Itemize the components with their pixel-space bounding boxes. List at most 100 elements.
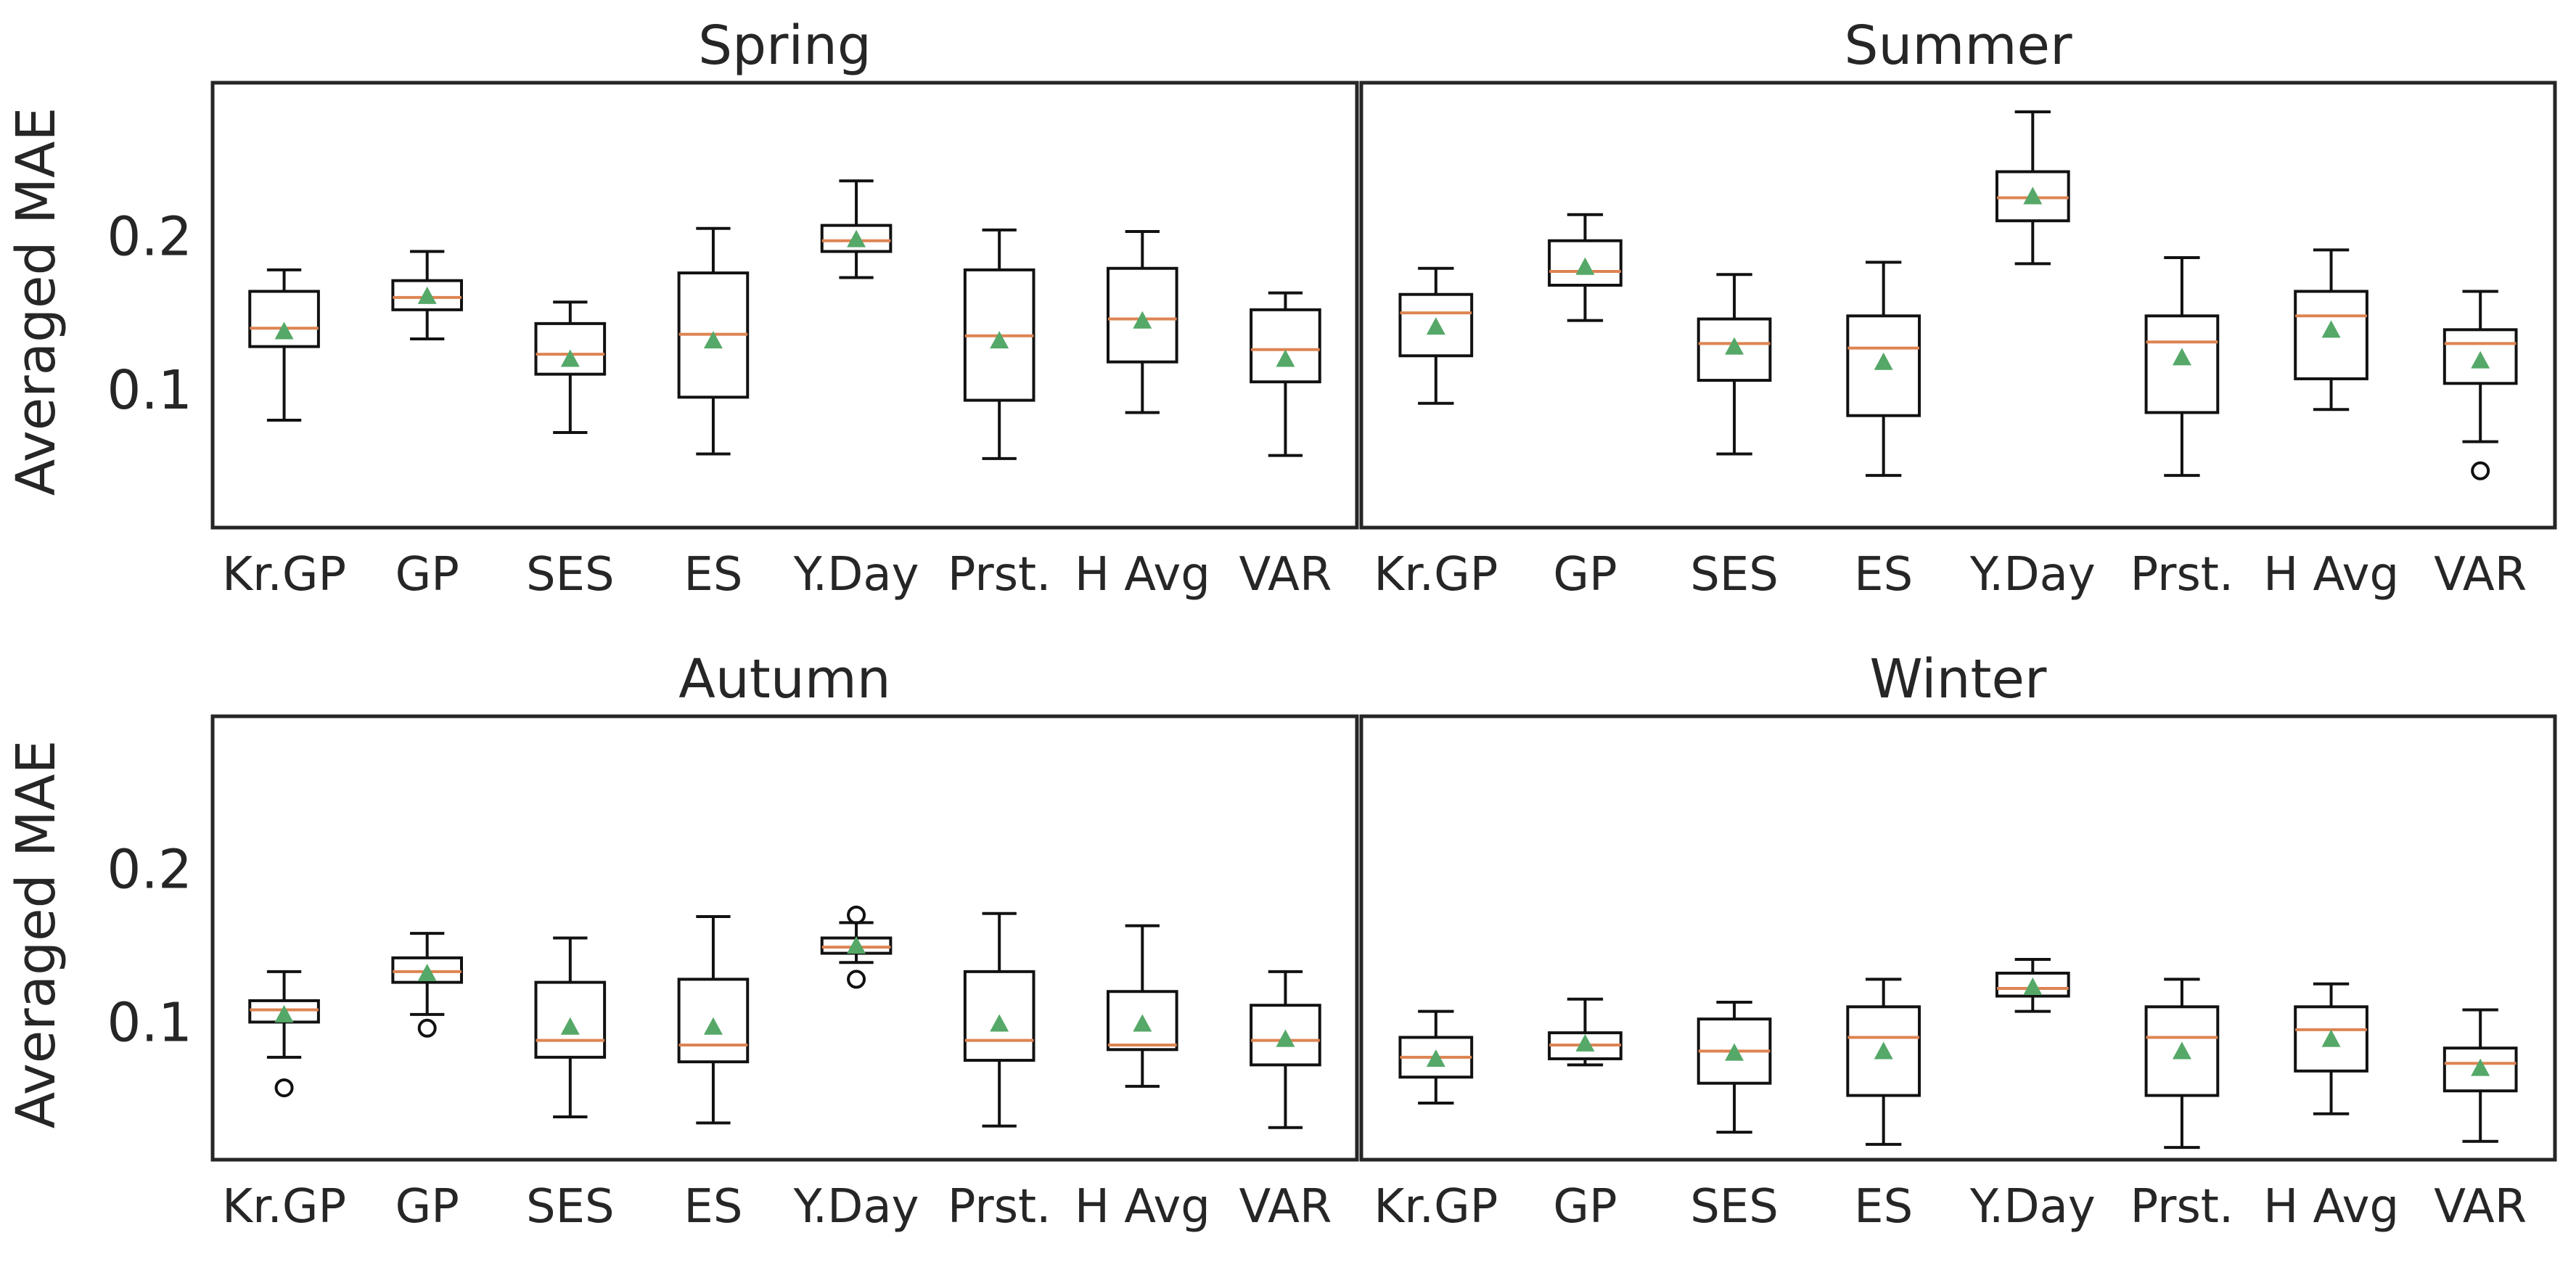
mean-marker [1276,1029,1295,1047]
x-tick-label: GP [1553,1180,1617,1234]
box-ses [534,300,607,434]
mean-marker [703,331,723,349]
box-ses [1697,273,1772,456]
iqr-box [1107,990,1178,1052]
box-var [2442,1008,2518,1143]
y-tick-label: 0.1 [107,359,192,422]
x-tick-label: SES [1690,548,1779,602]
box-prst [963,911,1035,1128]
iqr-box [677,978,750,1064]
box-prst [963,228,1035,460]
box-var [1250,291,1321,457]
iqr-box [1846,314,1921,417]
x-tick-label: Prst. [948,548,1051,602]
box-var [1250,970,1321,1129]
mean-marker [1874,1041,1893,1060]
box-kr-gp [248,970,320,1097]
x-tick-label: Y.Day [1969,548,2096,602]
box-y-day [820,179,893,279]
mean-marker [2321,1029,2341,1047]
x-tick-label: Y.Day [1969,1180,2096,1234]
x-tick-label: H Avg [2263,1180,2399,1234]
box-es [1846,261,1921,478]
mean-marker [417,963,437,982]
x-tick-label: H Avg [2263,548,2399,602]
x-tick-label: Y.Day [793,1180,919,1234]
mean-marker [1874,352,1893,370]
x-tick-label: Prst. [2130,1180,2234,1234]
x-tick-label: ES [684,1180,742,1234]
x-tick-label: Kr.GP [1374,548,1498,602]
box-prst [2144,255,2220,478]
mean-marker [417,286,437,304]
mean-marker [560,1017,580,1035]
box-h-avg [1107,230,1178,414]
y-tick-label: 0.1 [107,991,192,1054]
mean-marker [1133,1014,1152,1032]
mean-marker [2172,348,2191,366]
mean-marker [990,331,1009,349]
axes-frame [1359,81,2557,530]
x-tick-label: Kr.GP [222,1180,346,1234]
x-tick-label: VAR [1239,548,1332,602]
box-kr-gp [1398,266,1474,405]
iqr-box [248,290,320,348]
iqr-box [1697,317,1772,382]
mean-marker [274,321,294,340]
x-tick-label: Prst. [948,1180,1051,1234]
x-tick-label: GP [395,548,459,602]
x-tick-label: GP [395,1180,459,1234]
iqr-box [534,321,607,376]
x-tick-label: H Avg [1075,1180,1210,1234]
box-h-avg [1107,924,1178,1088]
mean-marker [990,1014,1009,1032]
axes-frame [210,81,1359,530]
outlier-point [274,1078,294,1097]
x-tick-label: SES [526,1180,615,1234]
x-tick-label: SES [526,548,615,602]
iqr-box [963,970,1035,1062]
x-tick-label: VAR [2434,1180,2527,1234]
box-y-day [1995,110,2070,266]
x-tick-label: SES [1690,1180,1779,1234]
iqr-box [2144,1005,2220,1097]
mean-marker [1725,337,1744,355]
panel-title-summer: Summer [1845,15,2073,77]
iqr-box [1398,292,1474,358]
mean-marker [2321,320,2341,338]
panel-title-winter: Winter [1870,648,2048,710]
iqr-box [1250,1004,1321,1067]
x-tick-label: VAR [1239,1180,1332,1234]
x-tick-label: VAR [2434,548,2527,602]
panel-spring: Spring Averaged MAE 0.1 0.2 Kr.GP GP SES ES Y.Da… [5,15,1359,602]
x-tick-label: Prst. [2130,548,2234,602]
mean-marker [1426,317,1445,335]
iqr-box [1995,170,2070,223]
x-tick-label: Kr.GP [222,548,346,602]
box-gp [391,932,463,1038]
mean-marker [274,1004,294,1023]
mean-marker [2172,1041,2191,1060]
iqr-box [2144,314,2220,414]
mean-marker [1575,257,1595,275]
iqr-box [391,956,463,984]
iqr-box [391,279,463,311]
y-tick-label: 0.2 [107,839,192,901]
x-tick-label: GP [1553,548,1617,602]
outlier-point [2471,461,2490,480]
box-h-avg [2294,982,2368,1115]
box-h-avg [2294,248,2368,411]
iqr-box [1107,266,1178,364]
mean-marker [1575,1033,1595,1052]
box-es [677,915,750,1125]
box-prst [2144,978,2220,1150]
box-kr-gp [1398,1009,1474,1105]
outlier-point [417,1018,437,1038]
box-gp [1548,213,1623,322]
box-var [2442,290,2518,480]
x-tick-label: H Avg [1075,548,1210,602]
iqr-box [1995,971,2070,998]
panel-title-autumn: Autumn [678,648,890,710]
outlier-point [847,905,866,925]
